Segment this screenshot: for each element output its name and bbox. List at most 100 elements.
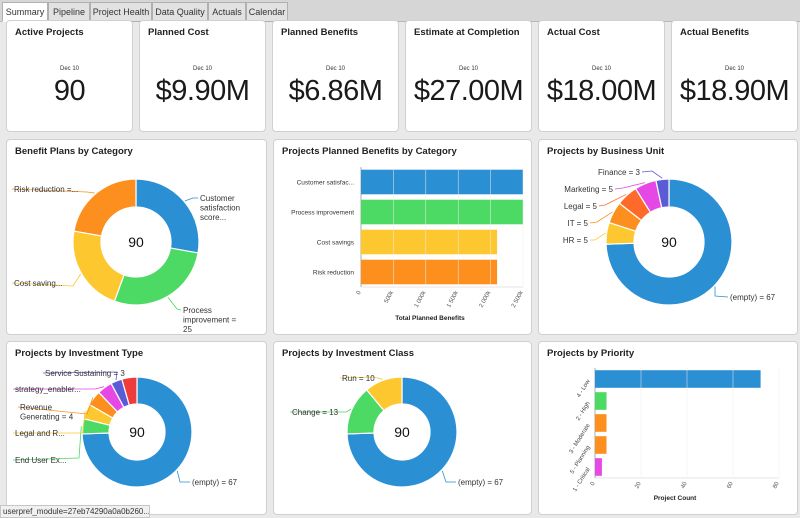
kpi-title: Planned Benefits — [281, 27, 359, 38]
slice-label: strategy_enabler... — [15, 385, 81, 394]
leader-line — [13, 386, 105, 390]
donut-center-label: 90 — [394, 424, 410, 440]
tab-summary[interactable]: Summary — [2, 2, 48, 22]
kpi-card-actual-benefits[interactable]: Actual Benefits Dec 10 $18.90M — [671, 20, 798, 132]
bar-1-critical[interactable] — [595, 458, 602, 476]
category-label: 2 - High — [575, 401, 591, 422]
donut-slice-empty-67[interactable] — [605, 178, 733, 306]
chart-title: Projects by Priority — [547, 348, 635, 359]
donut-slice-run-10[interactable] — [365, 376, 403, 412]
slice-label: Customer satisfaction score... — [200, 194, 240, 222]
leader-line — [290, 408, 352, 413]
slice-label: HR = 5 — [563, 236, 589, 245]
tab-pipeline[interactable]: Pipeline — [48, 2, 90, 22]
chart-card-projects-by-investment-class[interactable]: Projects by Investment Class (empty) = 6… — [273, 341, 532, 515]
chart-card-projects-by-priority[interactable]: Projects by Priority 4 - Low 2 - High 3 - … — [538, 341, 798, 515]
kpi-value: $18.90M — [679, 75, 790, 107]
kpi-title: Active Projects — [15, 27, 84, 38]
bar-process-improvement[interactable] — [361, 199, 523, 225]
leader-line — [167, 297, 182, 311]
slice-label: (empty) = 67 — [192, 478, 238, 487]
donut-center-label: 90 — [661, 234, 677, 250]
leader-line — [42, 371, 118, 381]
leader-line — [598, 194, 627, 207]
slice-label: Service Sustaining = 3 — [45, 369, 125, 378]
kpi-value: $18.00M — [546, 75, 657, 107]
chart-card-planned-benefits-by-category[interactable]: Projects Planned Benefits by Category Cu… — [273, 139, 532, 335]
tab-actuals[interactable]: Actuals — [208, 2, 246, 22]
bar-cost-savings[interactable] — [361, 229, 498, 255]
slice-label: Finance = 3 — [598, 168, 641, 177]
kpi-title: Planned Cost — [148, 27, 209, 38]
bar-2-high[interactable] — [595, 392, 607, 410]
kpi-title: Estimate at Completion — [414, 27, 520, 38]
leader-line — [614, 182, 646, 190]
bar-risk-reduction[interactable] — [361, 259, 498, 285]
leader-line — [11, 188, 95, 194]
x-tick-label: 0 — [590, 481, 597, 487]
slice-label: Legal = 5 — [564, 202, 598, 211]
bar-3-moderate[interactable] — [595, 414, 607, 432]
donut-slice-cost-saving[interactable] — [72, 230, 125, 302]
donut-chart-investment-type: (empty) = 67 End User Ex... Legal and R...… — [12, 369, 238, 488]
leader-line — [641, 170, 663, 179]
category-label: Cost savings — [317, 240, 355, 247]
donut-center-label: 90 — [128, 234, 144, 250]
kpi-card-active-projects[interactable]: Active Projects Dec 10 90 — [6, 20, 133, 132]
donut-slice-empty-67[interactable] — [346, 376, 458, 488]
chart-card-projects-by-business-unit[interactable]: Projects by Business Unit (empty) = 67 HR… — [538, 139, 798, 335]
donut-slice-risk-reduction[interactable] — [73, 178, 137, 237]
bar-4-low[interactable] — [595, 370, 761, 388]
donut-slice-customer-satisfaction-score[interactable] — [135, 178, 200, 254]
donut-center-label: 90 — [129, 424, 145, 440]
leader-line — [12, 426, 82, 461]
tab-data-quality[interactable]: Data Quality — [152, 2, 208, 22]
slice-label: (empty) = 67 — [458, 478, 504, 487]
donut-slice-slice-6[interactable] — [121, 376, 138, 406]
x-axis-title: Total Planned Benefits — [395, 315, 465, 322]
slice-label: Legal and R... — [15, 429, 65, 438]
tab-project-health[interactable]: Project Health — [90, 2, 152, 22]
category-label: 4 - Low — [576, 378, 592, 398]
chart-card-projects-by-investment-type[interactable]: Projects by Investment Type (empty) = 67… — [6, 341, 267, 515]
donut-slice-process-improvement-25[interactable] — [113, 247, 199, 306]
x-axis-title: Project Count — [654, 495, 697, 502]
x-tick-label: 80 — [772, 481, 781, 490]
slice-label: Run = 10 — [342, 374, 375, 383]
status-bar: userpref_module=27eb74290a0a0b260... — [0, 505, 150, 518]
chart-title: Projects by Investment Type — [15, 348, 144, 359]
chart-card-benefit-plans-by-category[interactable]: Benefit Plans by Category Customer satisf… — [6, 139, 267, 335]
kpi-value: $27.00M — [413, 75, 524, 107]
kpi-card-planned-benefits[interactable]: Planned Benefits Dec 10 $6.86M — [272, 20, 399, 132]
x-tick-label: 20 — [634, 481, 643, 490]
slice-label: Change = 13 — [292, 408, 339, 417]
leader-line — [714, 286, 729, 298]
slice-label: (empty) = 67 — [730, 293, 776, 302]
x-tick-label: 0 — [356, 290, 363, 296]
leader-line — [11, 273, 81, 287]
x-tick-label: 2 000k — [479, 289, 493, 309]
slice-label: End User Ex... — [15, 456, 67, 465]
kpi-card-estimate-at-completion[interactable]: Estimate at Completion Dec 10 $27.00M — [405, 20, 532, 132]
tab-calendar[interactable]: Calendar — [246, 2, 288, 22]
bar-customer-satisfac[interactable] — [361, 169, 523, 195]
kpi-title: Actual Cost — [547, 27, 600, 38]
kpi-card-planned-cost[interactable]: Planned Cost Dec 10 $9.90M — [139, 20, 266, 132]
donut-slice-empty-67[interactable] — [81, 376, 193, 488]
category-label: Risk reduction — [313, 270, 355, 277]
donut-chart-business-unit: (empty) = 67 HR = 5 IT = 5 Legal = 5 Marketi… — [563, 168, 776, 306]
kpi-value: $6.86M — [288, 75, 383, 107]
category-label: Customer satisfac... — [297, 180, 355, 187]
kpi-date: Dec 10 — [59, 66, 79, 72]
kpi-card-actual-cost[interactable]: Actual Cost Dec 10 $18.00M — [538, 20, 665, 132]
x-tick-label: 40 — [680, 481, 689, 490]
bar-5-planning[interactable] — [595, 436, 607, 454]
donut-slice-finance-3[interactable] — [655, 178, 670, 209]
slice-label: Revenue Generating = 4 — [20, 403, 74, 422]
tab-bar: Summary Pipeline Project Health Data Qua… — [0, 0, 800, 22]
slice-label: Cost saving... — [14, 279, 62, 288]
slice-label: Risk reduction =... — [14, 185, 78, 194]
donut-chart-investment-class: (empty) = 67 Change = 13 Run = 10 90 — [290, 374, 504, 488]
leader-line — [184, 197, 198, 202]
